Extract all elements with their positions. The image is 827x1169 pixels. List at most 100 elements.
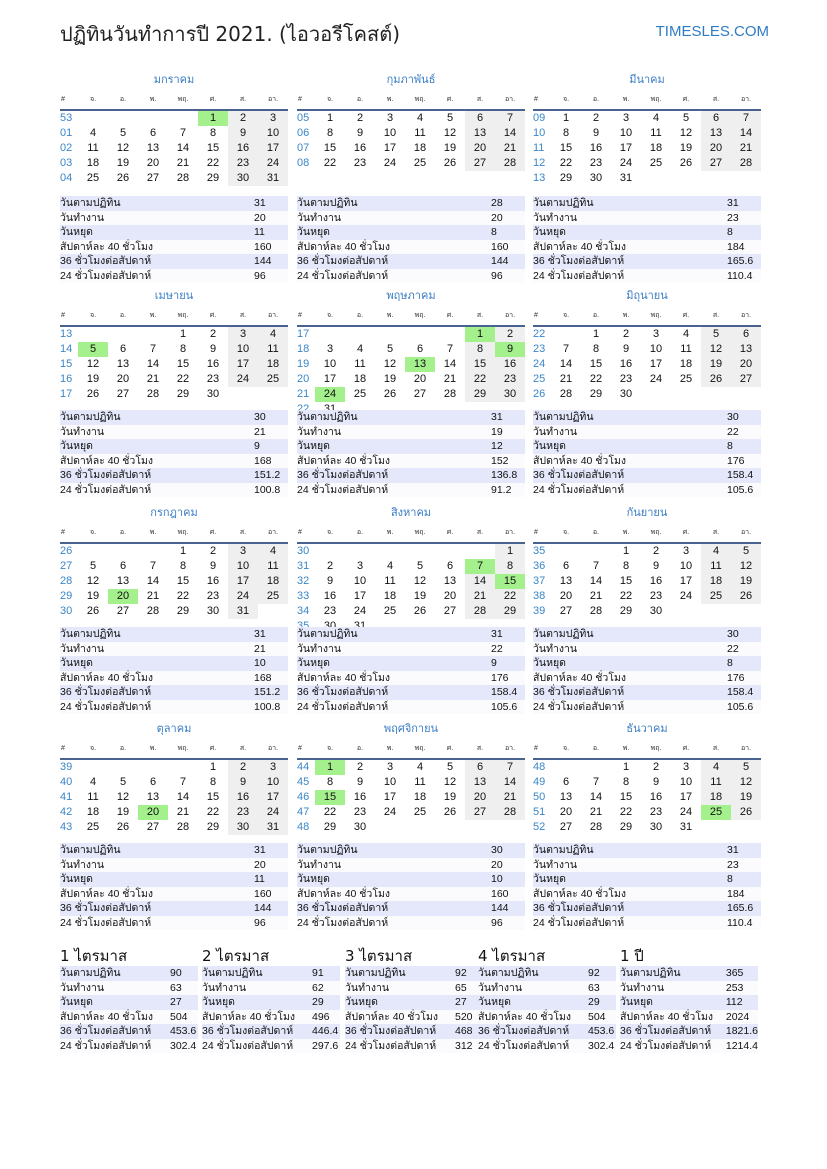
stats-row: วันทำงาน 23 xyxy=(533,210,761,225)
day: 24 xyxy=(679,590,693,602)
stats-row: วันหยุด 9 xyxy=(297,656,525,671)
empty-cell xyxy=(701,171,731,186)
day-header: พ. xyxy=(611,523,641,544)
day: 19 xyxy=(731,574,761,589)
day: 25 xyxy=(258,589,288,604)
week-number: 31 xyxy=(297,560,310,572)
week-number: 49 xyxy=(533,776,546,788)
day: 22 xyxy=(465,372,495,387)
stat-label: วันตามปฏิทิน xyxy=(297,196,491,211)
day: 4 xyxy=(386,560,394,572)
month-calendar: กรกฎาคม # จ. อ. พ. พฤ. ศ. ส. อา. 26 1 2 3 4 27 5 6 7 8 9 10 1… xyxy=(60,503,288,619)
holiday-day: 5 xyxy=(78,342,108,357)
day-header: อา. xyxy=(495,523,525,544)
day: 20 xyxy=(413,373,427,385)
empty-cell xyxy=(731,604,761,619)
day: 29 xyxy=(559,172,573,184)
week-number: 39 xyxy=(60,761,73,773)
stats-row: วันตามปฏิทิน 91 xyxy=(202,966,340,981)
week-number: 34 xyxy=(297,605,310,617)
week-number: 27 xyxy=(60,560,73,572)
empty-cell xyxy=(671,387,701,402)
stats-row: วันตามปฏิทิน 30 xyxy=(297,843,525,858)
empty-cell xyxy=(551,543,581,559)
day: 12 xyxy=(116,791,130,803)
day: 11 xyxy=(701,775,731,790)
empty-cell xyxy=(731,171,761,186)
week-number: 16 xyxy=(60,373,73,385)
day: 4 xyxy=(701,543,731,559)
day: 11 xyxy=(258,559,288,574)
stats-row: วันตามปฏิทิน 31 xyxy=(60,843,288,858)
day: 17 xyxy=(258,790,288,805)
day: 12 xyxy=(116,142,130,154)
stats-row: 24 ชั่วโมงต่อสัปดาห์ 96 xyxy=(60,268,288,283)
day-header: ส. xyxy=(465,523,495,544)
day: 21 xyxy=(731,141,761,156)
week-row: 40 4 5 6 7 8 9 10 xyxy=(60,775,288,790)
empty-cell xyxy=(108,326,138,342)
stat-label: วันหยุด xyxy=(60,656,254,671)
stats-row: 24 ชั่วโมงต่อสัปดาห์ 100.8 xyxy=(60,699,288,714)
week-row: 24 14 15 16 17 18 19 20 xyxy=(533,357,761,372)
stat-value: 22 xyxy=(727,424,761,439)
day: 26 xyxy=(701,372,731,387)
day-header: พ. xyxy=(375,523,405,544)
stats-row: สัปดาห์ละ 40 ชั่วโมง 176 xyxy=(297,670,525,685)
day: 2 xyxy=(592,112,600,124)
day-header: พฤ. xyxy=(405,306,435,327)
week-row: 09 1 2 3 4 5 6 7 xyxy=(533,110,761,126)
stats-row: 24 ชั่วโมงต่อสัปดาห์ 91.2 xyxy=(297,482,525,497)
week-number: 19 xyxy=(297,358,310,370)
stats-row: วันหยุด 29 xyxy=(202,995,340,1010)
week-row: 28 12 13 14 15 16 17 18 xyxy=(60,574,288,589)
day: 12 xyxy=(701,342,731,357)
stat-label: สัปดาห์ละ 40 ชั่วโมง xyxy=(297,670,491,685)
day: 28 xyxy=(495,156,525,171)
day: 25 xyxy=(86,172,100,184)
day: 6 xyxy=(149,776,157,788)
day-header: อา. xyxy=(258,523,288,544)
day: 19 xyxy=(679,142,693,154)
day-header: ศ. xyxy=(671,306,701,327)
logo[interactable]: TIMESLES.COM xyxy=(655,23,769,40)
day: 14 xyxy=(176,142,190,154)
day: 16 xyxy=(649,791,663,803)
stats-row: 36 ชั่วโมงต่อสัปดาห์ 446.4 xyxy=(202,1024,340,1039)
day: 28 xyxy=(589,821,603,833)
stats-row: สัปดาห์ละ 40 ชั่วโมง 184 xyxy=(533,239,761,254)
stat-value: 10 xyxy=(254,656,288,671)
day-header: ศ. xyxy=(435,523,465,544)
calendar-grid: # จ. อ. พ. พฤ. ศ. ส. อา. 26 1 2 3 4 27 5 6 7 8 9 10 11 28 12 13… xyxy=(60,523,288,619)
stat-value: 144 xyxy=(254,901,288,916)
day: 15 xyxy=(619,791,633,803)
empty-cell xyxy=(435,820,465,835)
day: 4 xyxy=(258,326,288,342)
empty-cell xyxy=(465,820,495,835)
stat-value: 151.2 xyxy=(254,685,288,700)
empty-cell xyxy=(315,326,345,342)
stats-row: 24 ชั่วโมงต่อสัปดาห์ 110.4 xyxy=(533,268,761,283)
stats-row: 36 ชั่วโมงต่อสัปดาห์ 136.8 xyxy=(297,468,525,483)
holiday-day: 1 xyxy=(315,759,345,775)
calendar-grid: # จ. อ. พ. พฤ. ศ. ส. อา. 44 1 2 3 4 5 6 7 45 8 9 10 11 12 13 14… xyxy=(297,739,525,835)
stat-value: 144 xyxy=(254,254,288,269)
day: 29 xyxy=(176,605,190,617)
day-header: พ. xyxy=(375,90,405,111)
week-row: 44 1 2 3 4 5 6 7 xyxy=(297,759,525,775)
week-number: 13 xyxy=(533,172,546,184)
day: 23 xyxy=(353,806,367,818)
day: 13 xyxy=(146,791,160,803)
stats-table: วันตามปฏิทิน 31 วันทำงาน 20 วันหยุด 11 สัปดาห์… xyxy=(60,196,288,283)
week-row: 42 18 19 20 21 22 23 24 xyxy=(60,805,288,820)
stat-value: 136.8 xyxy=(491,468,525,483)
holiday-day: 9 xyxy=(495,342,525,357)
empty-cell xyxy=(138,759,168,775)
week-row: 08 22 23 24 25 26 27 28 xyxy=(297,156,525,171)
stats-row: วันตามปฏิทิน 30 xyxy=(60,410,288,425)
day-header: # xyxy=(297,739,315,760)
day: 15 xyxy=(206,142,220,154)
day: 19 xyxy=(413,590,427,602)
day-header: จ. xyxy=(551,523,581,544)
day: 17 xyxy=(679,575,693,587)
